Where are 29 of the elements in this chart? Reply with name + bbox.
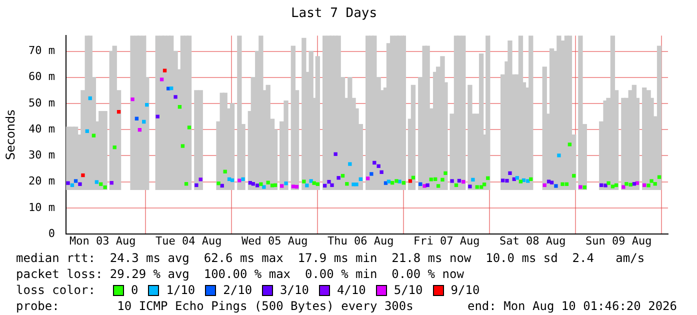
x-tick-label: Fri 07 Aug [414, 234, 480, 248]
y-tick-label: 60 m [28, 70, 56, 84]
x-tick-label: Wed 05 Aug [242, 234, 308, 248]
y-tick-label: 50 m [28, 96, 56, 110]
x-tick-label: Sun 09 Aug [586, 234, 652, 248]
legend-label: 2/10 [223, 282, 252, 298]
y-tick-label: 10 m [28, 200, 56, 214]
x-tick-label: Tue 04 Aug [156, 234, 222, 248]
chart-title: Last 7 Days [290, 6, 378, 22]
y-tick-label: 30 m [28, 148, 56, 162]
y-tick-label: 0 [48, 226, 55, 240]
legend-label: 1/10 [166, 282, 196, 298]
text: probe: 10 ICMP Echo Pings (500 Bytes) every 300s [16, 299, 414, 313]
x-tick-label: Mon 03 Aug [70, 234, 136, 248]
legend-label: 4/10 [336, 282, 366, 298]
legend-title: loss color: [16, 282, 96, 298]
y-tick-label: 20 m [28, 174, 56, 188]
text: median rtt: 24.3 ms avg 62.6 ms max 17.9 ms min 21.8 ms now 10.0 ms sd 2.4 am/s [16, 250, 645, 266]
legend-label: 0 [131, 282, 138, 298]
text: packet loss: 29.29 % avg 100.00 % max 0.00 % min 0.00 % now [16, 266, 465, 282]
x-tick-label: Sat 08 Aug [500, 234, 566, 248]
legend-label: 9/10 [450, 282, 480, 298]
legend-label: 3/10 [280, 282, 309, 298]
y-tick-label: 40 m [28, 122, 56, 136]
legend-label: 5/10 [394, 282, 423, 298]
text: end: Mon Aug 10 01:46:20 2026 [467, 298, 677, 314]
x-tick-label: Thu 06 Aug [328, 234, 394, 248]
y-tick-label: 70 m [28, 44, 56, 58]
y-axis-title: Seconds [3, 110, 18, 160]
